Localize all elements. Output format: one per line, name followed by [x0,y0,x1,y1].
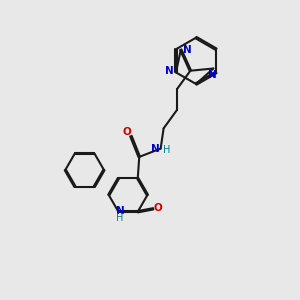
Text: N: N [151,144,160,154]
Text: O: O [122,127,131,137]
Text: N: N [116,206,124,216]
Text: N: N [183,45,192,55]
Text: O: O [153,203,162,213]
Text: H: H [164,145,171,155]
Text: N: N [165,66,174,76]
Text: H: H [116,213,124,223]
Text: N: N [208,70,217,80]
